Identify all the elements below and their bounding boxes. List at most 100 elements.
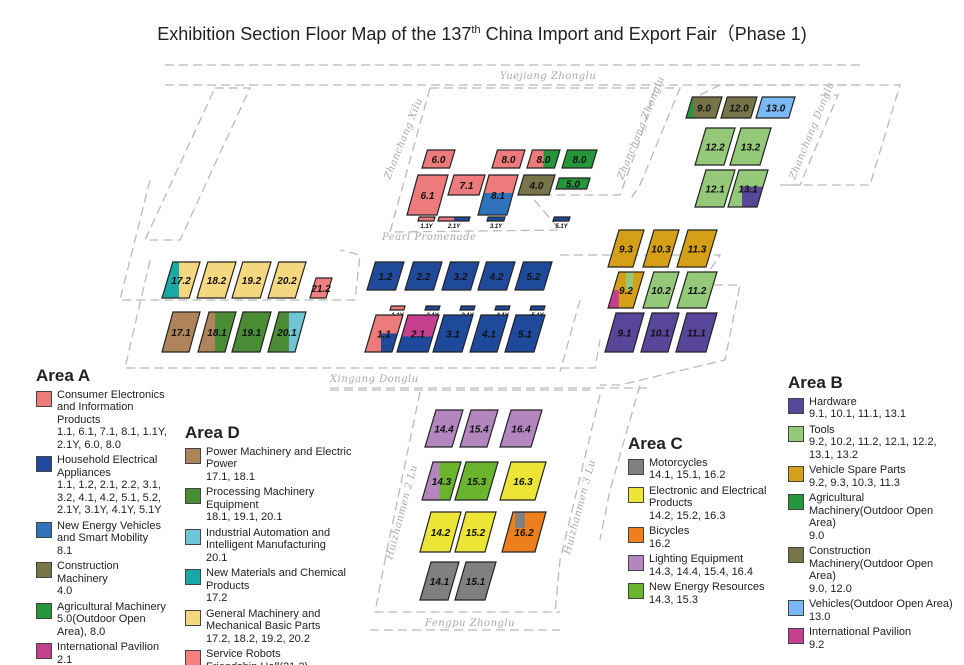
- hall-outline: [501, 511, 547, 553]
- hall-7-1[interactable]: 7.1: [447, 174, 486, 196]
- hall-12-1[interactable]: 12.1: [694, 169, 736, 208]
- hall-21-2[interactable]: 21.2: [309, 277, 333, 299]
- hall-outline: [469, 314, 509, 353]
- hall-20-1[interactable]: 20.1: [267, 311, 307, 353]
- title-text-end: China Import and Export Fair（Phase 1): [480, 24, 807, 44]
- hall-8-0b[interactable]: 8.0: [526, 149, 561, 169]
- hall-15-4[interactable]: 15.4: [459, 409, 499, 448]
- hall-outline: [364, 314, 404, 353]
- hall-8-0c[interactable]: 8.0: [561, 149, 598, 169]
- hall-20-2[interactable]: 20.2: [267, 261, 307, 299]
- hall-10-2[interactable]: 10.2: [642, 271, 680, 309]
- hall-1-1Ya[interactable]: 1.1Y: [417, 216, 436, 230]
- hall-10-3[interactable]: 10.3: [642, 229, 680, 268]
- legend-item: General Machinery and Mechanical Basic P…: [185, 608, 360, 646]
- hall-fill: [420, 512, 461, 552]
- legend-halls: 9.2: [809, 638, 825, 651]
- hall-9-2[interactable]: 9.2: [607, 271, 645, 309]
- road-label-yuejiang: Yuejiang Zhonglu: [500, 71, 596, 82]
- hall-4-1[interactable]: 4.1: [469, 314, 509, 353]
- legend-item: New Energy Vehicles and Smart Mobility 8.…: [36, 520, 171, 558]
- hall-15-1[interactable]: 15.1: [454, 561, 497, 601]
- hall-outline: [486, 216, 506, 222]
- hall-1-2[interactable]: 1.2: [366, 261, 405, 291]
- legend-category: New Materials and Chemical Products: [206, 567, 346, 592]
- hall-13-2[interactable]: 13.2: [729, 127, 772, 166]
- hall-13-1[interactable]: 13.1: [727, 169, 770, 209]
- hall-label: 6.0: [432, 155, 446, 166]
- legend-item: Vehicle Spare Parts 9.2, 9.3, 10.3, 11.3: [788, 464, 953, 489]
- hall-4-0[interactable]: 4.0: [517, 174, 556, 196]
- hall-14-3[interactable]: 14.3: [421, 461, 462, 501]
- hall-19-1[interactable]: 19.1: [231, 311, 272, 353]
- legend-item: Agricultural Machinery(Outdoor Open Area…: [788, 492, 953, 542]
- hall-label: 10.2: [651, 286, 671, 297]
- hall-18-1[interactable]: 18.1: [197, 311, 237, 353]
- hall-1-1[interactable]: 1.1: [364, 314, 404, 353]
- hall-fill-segment: [397, 315, 439, 337]
- hall-11-3[interactable]: 11.3: [676, 229, 718, 268]
- road-label-fengpu-zhonglu: Fengpu Zhonglu: [424, 618, 515, 629]
- legend-halls: 16.2: [649, 537, 671, 550]
- hall-4-2[interactable]: 4.2: [477, 261, 516, 291]
- hall-17-1[interactable]: 17.1: [161, 311, 201, 353]
- hall-16-2[interactable]: 16.2: [501, 511, 547, 553]
- hall-13-0[interactable]: 13.0: [755, 96, 796, 119]
- hall-9-0[interactable]: 9.0: [685, 96, 723, 119]
- hall-15-2[interactable]: 15.2: [454, 511, 497, 553]
- hall-2-1[interactable]: 2.1: [396, 314, 440, 353]
- legend-halls: 4.0: [57, 585, 73, 597]
- legend-item: Industrial Automation and Intelligent Ma…: [185, 527, 360, 565]
- hall-6-1[interactable]: 6.1: [406, 174, 449, 216]
- hall-16-4[interactable]: 16.4: [499, 409, 543, 448]
- hall-14-2[interactable]: 14.2: [419, 511, 462, 553]
- hall-10-1[interactable]: 10.1: [640, 312, 680, 353]
- hall-label: 13.2: [741, 143, 761, 154]
- hall-11-1[interactable]: 11.1: [675, 312, 718, 353]
- hall-18-2[interactable]: 18.2: [196, 261, 237, 299]
- legend-swatch: [788, 600, 804, 616]
- hall-19-2[interactable]: 19.2: [231, 261, 272, 299]
- hall-fill: [425, 306, 440, 310]
- legend-swatch: [36, 602, 52, 619]
- hall-fill: [605, 313, 644, 352]
- hall-label: 5.0: [566, 180, 580, 191]
- hall-12-2[interactable]: 12.2: [694, 127, 736, 166]
- hall-3-1[interactable]: 3.1: [432, 314, 474, 353]
- legend-item: International Pavilion 2.1: [36, 641, 171, 665]
- hall-12-0[interactable]: 12.0: [720, 96, 758, 119]
- hall-3-2[interactable]: 3.2: [441, 261, 480, 291]
- hall-outline: [437, 216, 471, 222]
- road-edge: [374, 391, 560, 613]
- hall-9-1[interactable]: 9.1: [604, 312, 645, 353]
- hall-outline: [514, 261, 553, 291]
- hall-5-2[interactable]: 5.2: [514, 261, 553, 291]
- hall-outline: [504, 314, 546, 353]
- hall-16-3[interactable]: 16.3: [499, 461, 547, 501]
- hall-5-1[interactable]: 5.1: [504, 314, 546, 353]
- hall-17-2[interactable]: 17.2: [161, 261, 202, 299]
- hall-8-0a[interactable]: 8.0: [491, 149, 526, 169]
- hall-5-0[interactable]: 5.0: [555, 177, 591, 191]
- hall-3-1Ya[interactable]: 3.1Y: [486, 216, 506, 230]
- hall-label: 5.2: [527, 272, 541, 283]
- legend-halls: 9.2, 9.3, 10.3, 11.3: [809, 476, 900, 489]
- hall-label: 14.2: [431, 528, 451, 539]
- hall-8-1[interactable]: 8.1: [477, 174, 519, 216]
- hall-outline: [267, 261, 307, 299]
- hall-6-0[interactable]: 6.0: [421, 149, 456, 169]
- hall-9-3[interactable]: 9.3: [607, 229, 645, 268]
- hall-2-1Ya[interactable]: 2.1Y: [437, 216, 471, 230]
- hall-label: 13.1: [738, 185, 758, 196]
- hall-11-2[interactable]: 11.2: [676, 271, 718, 309]
- hall-label: 12.0: [729, 104, 749, 115]
- hall-5-1Ya[interactable]: 5.1Y: [552, 216, 571, 230]
- hall-2-2[interactable]: 2.2: [404, 261, 443, 291]
- hall-label: 12.2: [705, 143, 725, 154]
- hall-14-1[interactable]: 14.1: [419, 561, 460, 601]
- hall-fill: [232, 262, 271, 298]
- legend-halls: 1.1, 6.1, 7.1, 8.1, 1.1Y, 2.1Y, 6.0, 8.0: [57, 426, 167, 451]
- hall-15-3[interactable]: 15.3: [454, 461, 499, 501]
- road-edge: [124, 259, 601, 369]
- hall-14-4[interactable]: 14.4: [424, 409, 464, 448]
